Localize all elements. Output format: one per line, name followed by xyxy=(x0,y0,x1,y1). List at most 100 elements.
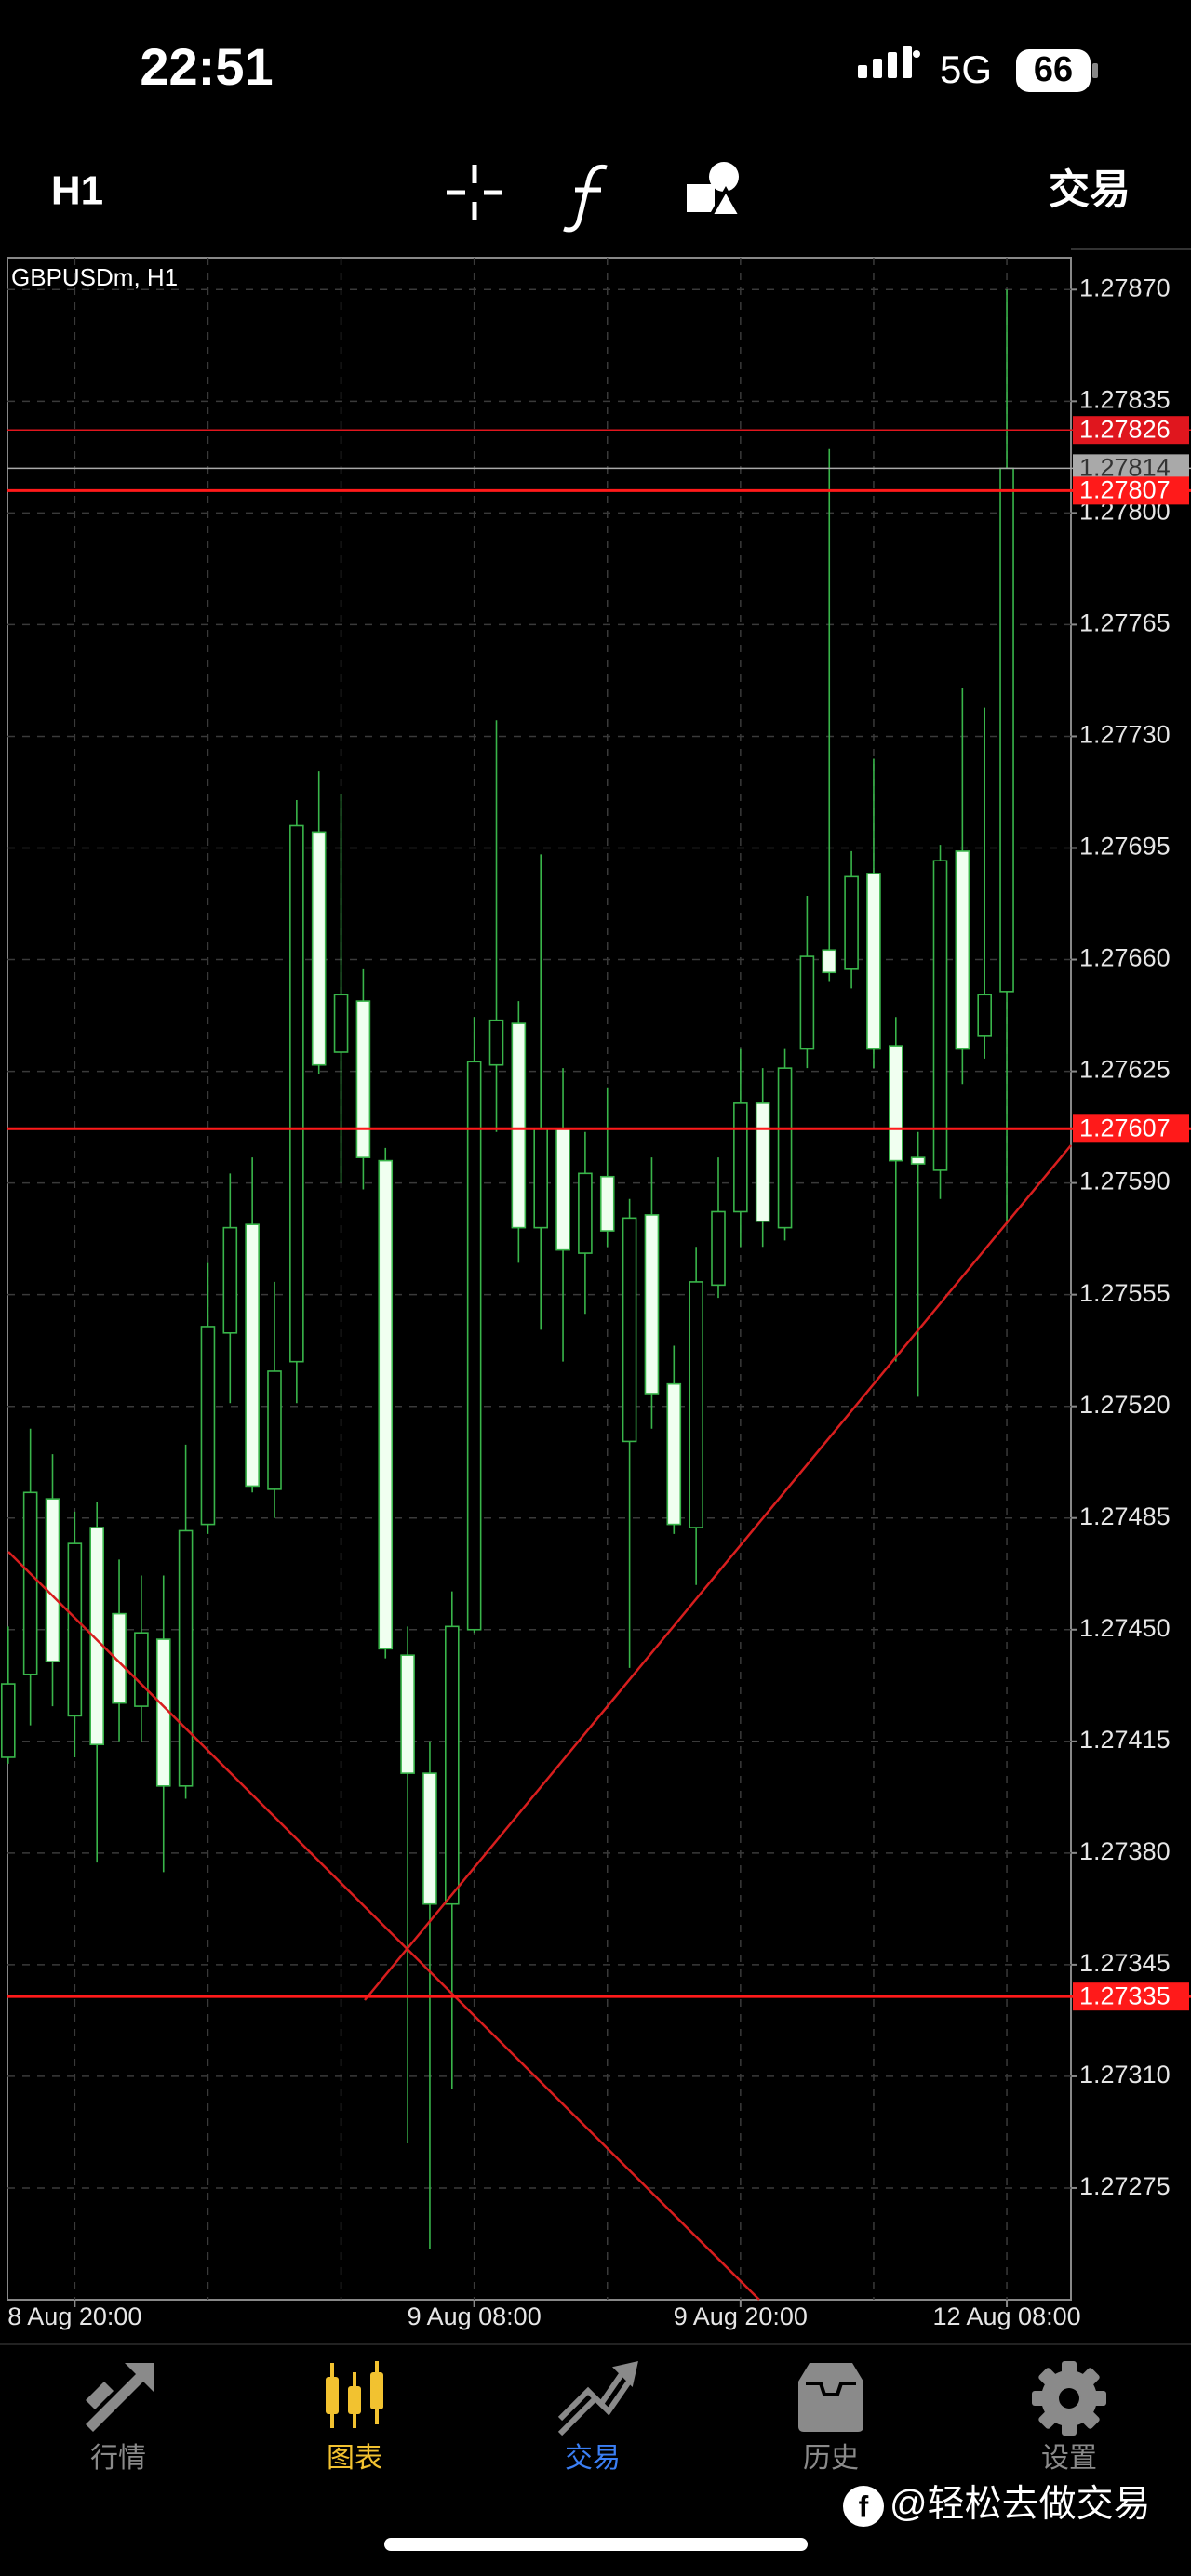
candle-body xyxy=(733,1102,748,1213)
candle-body xyxy=(689,1281,703,1528)
candle-body xyxy=(866,873,881,1050)
price-label-box xyxy=(1073,1982,1189,2011)
y-tick-label: 1.27730 xyxy=(1079,721,1171,749)
candle-body xyxy=(355,1000,371,1158)
candle-body xyxy=(444,1625,460,1905)
candle-body xyxy=(378,1159,394,1650)
y-tick-label: 1.27660 xyxy=(1079,944,1171,972)
candle-body xyxy=(533,1128,549,1229)
candle-body xyxy=(488,1019,504,1066)
candle-body xyxy=(999,467,1014,993)
y-tick-label: 1.27870 xyxy=(1079,274,1171,301)
signal-icon xyxy=(858,46,920,78)
nav-label[interactable]: 行情 xyxy=(90,2443,146,2474)
nav-label[interactable]: 图表 xyxy=(327,2443,382,2474)
candle-body xyxy=(755,1102,770,1222)
candle-body xyxy=(711,1210,726,1287)
candle-body xyxy=(134,1632,149,1707)
price-label-box xyxy=(1073,1114,1189,1143)
network-label: 5G xyxy=(940,47,992,91)
candle-body xyxy=(555,1128,570,1251)
nav-label[interactable]: 交易 xyxy=(565,2443,621,2474)
candle-body xyxy=(0,1683,16,1758)
indicator-button[interactable] xyxy=(563,164,608,233)
y-tick-label: 1.27765 xyxy=(1079,609,1171,637)
nav-bar: 行情 图表 交易 历史 设置 xyxy=(90,2443,1097,2474)
price-label-box xyxy=(1073,476,1189,505)
status-time: 22:51 xyxy=(140,37,273,96)
price-label: 1.27807 xyxy=(1079,475,1171,503)
nav-icon-chart xyxy=(326,2361,383,2428)
timeframe-button[interactable]: H1 xyxy=(51,168,103,214)
x-tick-label: 12 Aug 08:00 xyxy=(932,2302,1080,2330)
watermark-logo-glyph: f xyxy=(859,2489,869,2523)
trendline xyxy=(364,1144,1072,2001)
y-tick-label: 1.27380 xyxy=(1079,1837,1171,1865)
candle-body xyxy=(200,1326,216,1526)
candle-body xyxy=(178,1529,194,1787)
candle-body xyxy=(289,824,304,1363)
nav-icon-quotes xyxy=(86,2363,154,2432)
candle-body xyxy=(422,1772,437,1905)
trade-button[interactable]: 交易 xyxy=(1049,167,1131,213)
candle-body xyxy=(644,1214,660,1395)
price-label: 1.27826 xyxy=(1079,415,1171,443)
candle-body xyxy=(777,1067,793,1229)
nav-label[interactable]: 历史 xyxy=(803,2443,859,2474)
price-label: 1.27607 xyxy=(1079,1114,1171,1141)
nav-icon-history xyxy=(798,2363,863,2432)
watermark: @轻松去做交易 xyxy=(890,2484,1151,2525)
candle-body xyxy=(622,1217,637,1443)
chart: 1.278701.278351.278001.277651.277301.276… xyxy=(0,258,1171,2330)
x-tick-label: 9 Aug 08:00 xyxy=(408,2302,542,2330)
x-tick-label: 9 Aug 20:00 xyxy=(674,2302,808,2330)
price-label: 1.27335 xyxy=(1079,1982,1171,2009)
x-tick-label: 8 Aug 20:00 xyxy=(7,2302,141,2330)
candle-body xyxy=(955,850,970,1050)
candle-body xyxy=(311,831,327,1066)
candle-body xyxy=(666,1382,682,1526)
candle-body xyxy=(222,1226,238,1334)
battery-body xyxy=(1016,49,1091,92)
candle-body xyxy=(599,1175,615,1232)
y-tick-label: 1.27835 xyxy=(1079,385,1171,413)
battery-cap xyxy=(1092,63,1098,78)
candle-body xyxy=(333,994,349,1053)
candle-body xyxy=(799,955,815,1050)
chart-title: GBPUSDm, H1 xyxy=(11,263,178,291)
chart-frame xyxy=(7,257,1072,2301)
y-tick-label: 1.27415 xyxy=(1079,1726,1171,1754)
y-tick-label: 1.27485 xyxy=(1079,1502,1171,1530)
y-tick-label: 1.27555 xyxy=(1079,1279,1171,1307)
candle-body xyxy=(112,1612,127,1704)
nav-icon-trade xyxy=(557,2361,638,2436)
nav-label[interactable]: 设置 xyxy=(1041,2443,1097,2474)
candle-body xyxy=(822,949,837,974)
candle-body xyxy=(910,1156,926,1165)
y-tick-label: 1.27310 xyxy=(1079,2061,1171,2089)
candle-body xyxy=(155,1638,171,1787)
candle-body xyxy=(245,1223,260,1488)
candle-body xyxy=(45,1498,60,1662)
nav-icon-settings xyxy=(1032,2361,1106,2436)
y-tick-label: 1.27275 xyxy=(1079,2172,1171,2200)
candle-body xyxy=(466,1061,482,1631)
y-tick-label: 1.27450 xyxy=(1079,1614,1171,1642)
crosshair-button[interactable] xyxy=(447,165,502,220)
home-indicator xyxy=(384,2538,808,2551)
candle-body xyxy=(977,994,992,1037)
candle-body xyxy=(267,1370,282,1490)
battery-level: 66 xyxy=(1034,50,1073,89)
candle-body xyxy=(888,1045,903,1162)
candle-body xyxy=(932,860,948,1171)
candle-body xyxy=(89,1527,104,1746)
candle-body xyxy=(511,1022,527,1229)
y-tick-label: 1.27590 xyxy=(1079,1168,1171,1195)
price-label-box xyxy=(1073,416,1189,445)
trendline xyxy=(7,1551,760,2301)
candle-body xyxy=(400,1654,415,1774)
objects-button[interactable] xyxy=(687,162,744,218)
candle-body xyxy=(22,1491,38,1675)
